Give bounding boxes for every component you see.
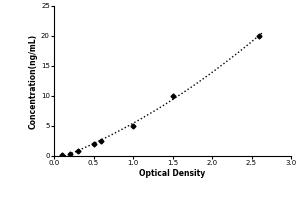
X-axis label: Optical Density: Optical Density — [140, 169, 206, 178]
Y-axis label: Concentration(ng/mL): Concentration(ng/mL) — [29, 33, 38, 129]
